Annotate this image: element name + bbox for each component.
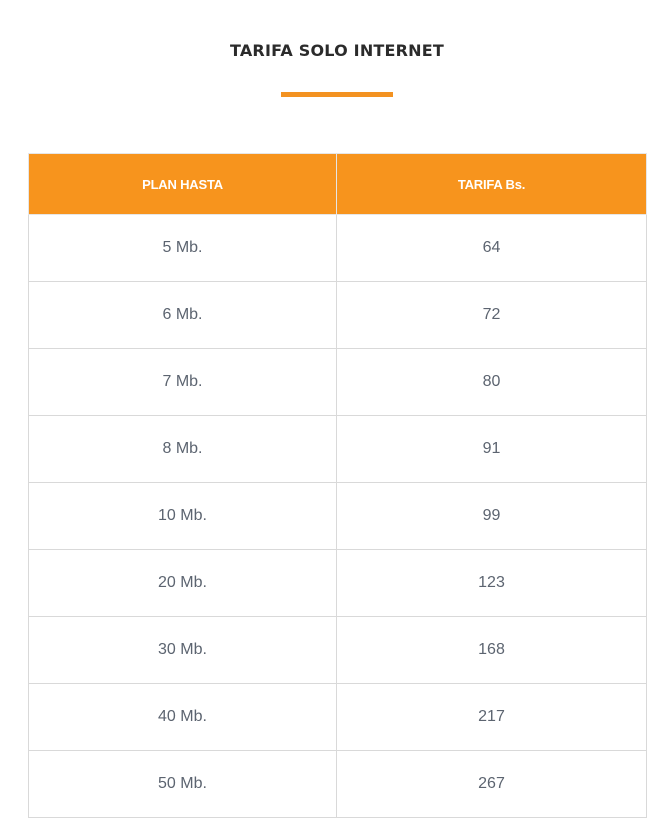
- table-row: 20 Mb. 123: [28, 549, 647, 617]
- plan-cell: 7 Mb.: [28, 348, 337, 416]
- table-row: 30 Mb. 168: [28, 616, 647, 684]
- column-header-plan: PLAN HASTA: [28, 153, 337, 215]
- page-title: TARIFA SOLO INTERNET: [229, 41, 445, 60]
- tariff-table: PLAN HASTA TARIFA Bs. 5 Mb. 64 6 Mb. 72 …: [28, 153, 647, 818]
- tarifa-cell: 64: [336, 214, 647, 282]
- table-row: 5 Mb. 64: [28, 214, 647, 282]
- plan-cell: 8 Mb.: [28, 415, 337, 483]
- tarifa-cell: 72: [336, 281, 647, 349]
- table-row: 6 Mb. 72: [28, 281, 647, 349]
- table-row: 40 Mb. 217: [28, 683, 647, 751]
- column-header-tarifa: TARIFA Bs.: [336, 153, 647, 215]
- plan-cell: 20 Mb.: [28, 549, 337, 617]
- tarifa-cell: 267: [336, 750, 647, 818]
- plan-cell: 30 Mb.: [28, 616, 337, 684]
- table-row: 7 Mb. 80: [28, 348, 647, 416]
- table-row: 8 Mb. 91: [28, 415, 647, 483]
- tarifa-cell: 91: [336, 415, 647, 483]
- plan-cell: 10 Mb.: [28, 482, 337, 550]
- tarifa-cell: 80: [336, 348, 647, 416]
- header-row: PLAN HASTA TARIFA Bs.: [28, 153, 647, 215]
- plan-cell: 50 Mb.: [28, 750, 337, 818]
- tarifa-cell: 217: [336, 683, 647, 751]
- title-underline: [281, 92, 393, 97]
- tarifa-cell: 123: [336, 549, 647, 617]
- table-body: 5 Mb. 64 6 Mb. 72 7 Mb. 80 8 Mb. 91 10 M…: [28, 214, 647, 818]
- plan-cell: 6 Mb.: [28, 281, 337, 349]
- tarifa-cell: 99: [336, 482, 647, 550]
- tarifa-cell: 168: [336, 616, 647, 684]
- plan-cell: 5 Mb.: [28, 214, 337, 282]
- table-header: PLAN HASTA TARIFA Bs.: [28, 153, 647, 215]
- plan-cell: 40 Mb.: [28, 683, 337, 751]
- table-row: 50 Mb. 267: [28, 750, 647, 818]
- table-row: 10 Mb. 99: [28, 482, 647, 550]
